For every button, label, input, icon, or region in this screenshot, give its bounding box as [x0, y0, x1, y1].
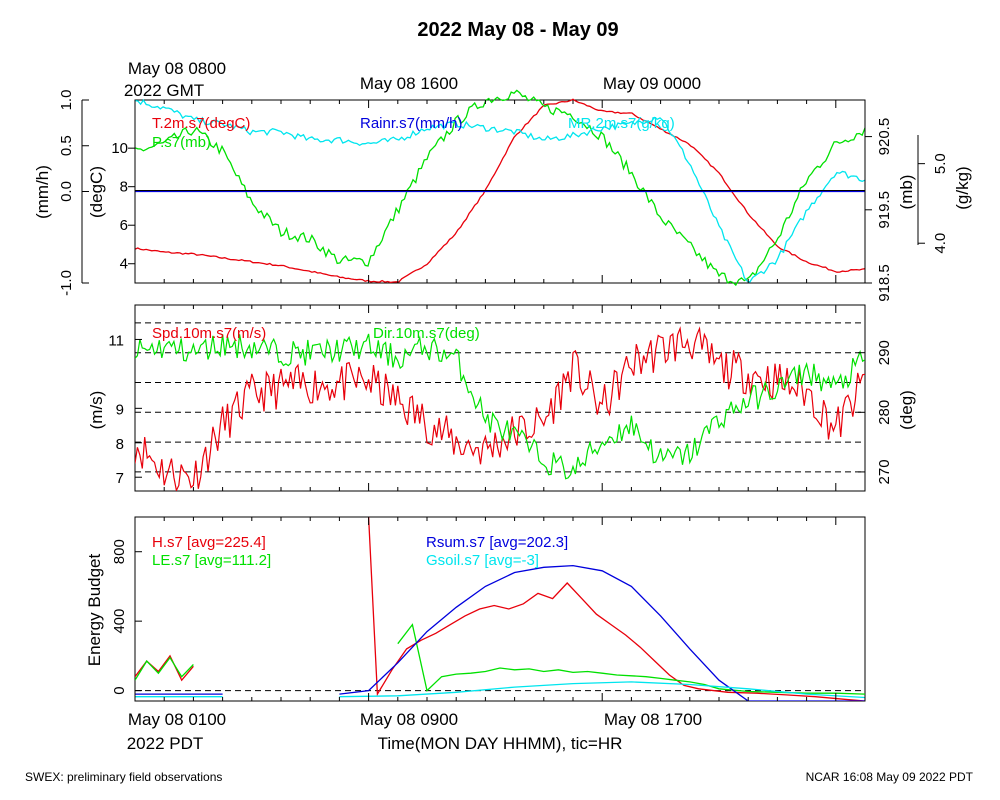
wind-panel-lines — [135, 322, 865, 491]
energy-tick-label: 800 — [111, 539, 128, 564]
spd-tick-label: 8 — [116, 436, 124, 453]
temp-tick-label: 8 — [120, 179, 128, 196]
legend-temp: T.2m.s7(degC) — [152, 115, 250, 132]
bottom-label-end: May 08 1700 — [604, 710, 702, 729]
top-label-end: May 09 0000 — [603, 74, 701, 93]
dir-tick-label: 280 — [876, 400, 893, 425]
energy-panel: 0 400 800 Energy Budget H.s7 [avg=225.4] L… — [85, 516, 866, 702]
x-axis-label: Time(MON DAY HHMM), tic=HR — [378, 734, 623, 753]
spd-axis-label: (m/s) — [87, 391, 106, 430]
le-line — [135, 623, 865, 695]
top-label-gmt-line1: May 08 0800 — [128, 59, 226, 78]
energy-panel-ticks: 0 400 800 — [111, 517, 866, 701]
bottom-label-start: May 08 0100 — [128, 710, 226, 729]
dir-tick-label: 270 — [876, 459, 893, 484]
spd-line — [135, 326, 865, 491]
footer-right: NCAR 16:08 May 09 2022 PDT — [806, 770, 974, 784]
legend-h: H.s7 [avg=225.4] — [152, 534, 266, 551]
pres-tick-label: 920.5 — [876, 118, 893, 156]
energy-panel-frame — [134, 516, 866, 702]
legend-pres: P.s7(mb) — [152, 134, 211, 151]
thermo-panel: -1.00.00.51.046810918.5919.5920.54.05.0 … — [33, 89, 972, 302]
thermo-panel-ticks: -1.0 0.0 0.5 1.0 4 6 8 10 918.5 919.5 920.5 4.0 5.0 — [58, 90, 949, 302]
bottom-label-mid: May 08 0900 — [360, 710, 458, 729]
wind-panel: 7 8 9 11 270 280 290 (m/s) (deg) Spd.10m.s7(m/… — [87, 304, 916, 492]
energy-axis-label: Energy Budget — [85, 553, 104, 666]
bottom-label-start-line2: 2022 PDT — [127, 734, 204, 753]
temp-line — [134, 98, 866, 284]
chart-title: 2022 May 08 - May 09 — [417, 19, 618, 41]
temp-tick-label: 10 — [111, 140, 128, 157]
energy-tick-label: 400 — [111, 609, 128, 634]
spd-tick-label: 9 — [116, 401, 124, 418]
wind-panel-frame — [134, 304, 866, 492]
legend-le: LE.s7 [avg=111.2] — [152, 552, 271, 569]
dir-line — [135, 333, 865, 480]
spd-tick-label: 7 — [116, 470, 124, 487]
temp-axis-label: (degC) — [87, 166, 106, 218]
legend-dir: Dir.10m.s7(deg) — [373, 325, 480, 342]
pres-tick-label: 918.5 — [876, 264, 893, 302]
dir-tick-label: 290 — [876, 340, 893, 365]
dir-axis-label: (deg) — [897, 390, 916, 430]
mr-axis-label: (g/kg) — [953, 166, 972, 209]
rsum-line — [135, 564, 865, 701]
temp-tick-label: 4 — [120, 256, 128, 273]
rain-axis-label: (mm/h) — [33, 165, 52, 219]
wind-panel-ticks: 7 8 9 11 270 280 290 — [108, 305, 893, 491]
legend-gsoil: Gsoil.s7 [avg=-3] — [426, 552, 539, 569]
pres-tick-label: 919.5 — [876, 191, 893, 229]
temp-tick-label: 6 — [120, 217, 128, 234]
top-label-gmt-line2: 2022 GMT — [124, 81, 204, 100]
mr-line — [134, 98, 866, 283]
legend-spd: Spd.10m.s7(m/s) — [152, 325, 266, 342]
energy-tick-label: 0 — [111, 686, 128, 694]
rain-tick-label: 1.0 — [58, 90, 75, 111]
mr-tick-label: 5.0 — [932, 153, 949, 174]
spd-tick-label: 11 — [108, 332, 124, 349]
footer-left: SWEX: preliminary field observations — [25, 770, 222, 784]
mr-tick-label: 4.0 — [932, 233, 949, 254]
rain-tick-label: -1.0 — [58, 270, 75, 296]
rain-tick-label: 0.0 — [58, 181, 75, 202]
legend-mr: MR.2m.s7(g/kg) — [568, 115, 675, 132]
legend-rsum: Rsum.s7 [avg=202.3] — [426, 534, 568, 551]
legend-rain: Rainr.s7(mm/h) — [360, 115, 463, 132]
pres-axis-label: (mb) — [897, 175, 916, 210]
rain-tick-label: 0.5 — [58, 135, 75, 156]
thermo-panel-lines — [134, 89, 866, 287]
gsoil-line — [135, 681, 865, 699]
top-label-mid: May 08 1600 — [360, 74, 458, 93]
pres-line — [134, 89, 866, 287]
energy-panel-lines — [135, 517, 865, 701]
